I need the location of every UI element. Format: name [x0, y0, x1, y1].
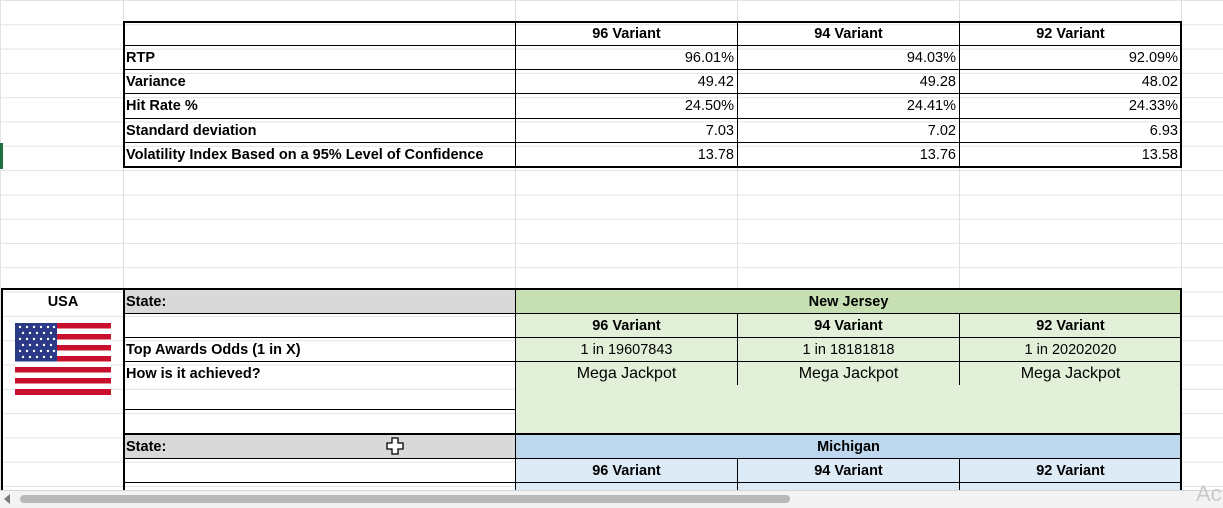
summary-cell[interactable]: 48.02 [1141, 74, 1178, 90]
table-border [123, 313, 1182, 314]
spreadsheet-grid[interactable]: 96 Variant 94 Variant 92 Variant RTP 96.… [0, 0, 1223, 490]
mi-col-header-94[interactable]: 94 Variant [814, 463, 883, 479]
state-label-fill [124, 435, 515, 459]
state-name-new-jersey[interactable]: New Jersey [808, 294, 889, 310]
odds-cell[interactable]: 1 in 18181818 [802, 342, 895, 358]
summary-cell[interactable]: 49.42 [697, 74, 734, 90]
table-border [123, 142, 1182, 143]
table-border [123, 337, 1182, 338]
nj-col-header-92[interactable]: 92 Variant [1036, 318, 1105, 334]
summary-cell[interactable]: 13.76 [919, 147, 956, 163]
summary-cell[interactable]: 7.02 [927, 123, 956, 139]
table-border [737, 21, 738, 168]
summary-row-label-rtp[interactable]: RTP [126, 50, 155, 66]
summary-cell[interactable]: 13.58 [1141, 147, 1178, 163]
state-body-fill [516, 314, 1181, 434]
country-label[interactable]: USA [47, 294, 79, 310]
summary-col-header-96[interactable]: 96 Variant [592, 26, 661, 42]
table-border [515, 288, 516, 490]
mi-col-header-92[interactable]: 92 Variant [1036, 463, 1105, 479]
summary-cell[interactable]: 92.09% [1128, 50, 1178, 66]
us-flag-icon [15, 323, 111, 395]
how-achieved-cell[interactable]: Mega Jackpot [576, 365, 677, 382]
table-border [515, 21, 516, 168]
table-border [123, 433, 1182, 435]
how-achieved-label[interactable]: How is it achieved? [126, 366, 261, 382]
table-border [1180, 288, 1182, 490]
scroll-left-arrow-icon[interactable] [4, 494, 10, 504]
table-border [123, 482, 1182, 483]
table-border [123, 458, 1182, 459]
state-label[interactable]: State: [126, 439, 167, 455]
summary-row-label-volatility[interactable]: Volatility Index Based on a 95% Level of… [126, 147, 484, 163]
horizontal-scrollbar[interactable] [0, 490, 1223, 508]
table-border [123, 69, 1182, 70]
summary-row-label-variance[interactable]: Variance [126, 74, 186, 90]
table-border [737, 313, 738, 385]
table-border [123, 409, 515, 410]
table-border [1, 288, 1182, 290]
summary-cell[interactable]: 96.01% [684, 50, 734, 66]
table-border [737, 458, 738, 490]
state-header-fill [516, 290, 1181, 314]
table-border [1180, 21, 1182, 168]
summary-col-header-92[interactable]: 92 Variant [1036, 26, 1105, 42]
table-border [123, 288, 125, 490]
table-border [123, 118, 1182, 119]
table-border [123, 21, 1182, 23]
table-border [959, 313, 960, 385]
activation-watermark: Ac [1196, 481, 1222, 506]
table-border [123, 361, 1182, 362]
table-border [959, 21, 960, 168]
summary-cell[interactable]: 49.28 [919, 74, 956, 90]
odds-cell[interactable]: 1 in 19607843 [580, 342, 673, 358]
state-body-fill [516, 459, 1181, 490]
summary-col-header-94[interactable]: 94 Variant [814, 26, 883, 42]
active-row-marker [0, 143, 3, 169]
summary-cell[interactable]: 24.33% [1128, 98, 1178, 114]
table-border [123, 93, 1182, 94]
summary-cell[interactable]: 7.03 [705, 123, 734, 139]
summary-row-label-std-dev[interactable]: Standard deviation [126, 123, 257, 139]
state-label[interactable]: State: [126, 294, 167, 310]
summary-cell[interactable]: 24.50% [684, 98, 734, 114]
table-border [123, 45, 1182, 46]
summary-row-label-hit-rate[interactable]: Hit Rate % [126, 98, 198, 114]
odds-cell[interactable]: 1 in 20202020 [1024, 342, 1117, 358]
state-header-fill [516, 435, 1181, 459]
state-label-fill [124, 290, 515, 314]
table-border [959, 458, 960, 490]
state-name-michigan[interactable]: Michigan [817, 439, 880, 455]
odds-label[interactable]: Top Awards Odds (1 in X) [126, 342, 301, 358]
summary-cell[interactable]: 6.93 [1149, 123, 1178, 139]
nj-col-header-94[interactable]: 94 Variant [814, 318, 883, 334]
cell-select-cursor-icon [386, 437, 404, 455]
scrollbar-thumb[interactable] [20, 495, 790, 503]
how-achieved-cell[interactable]: Mega Jackpot [798, 365, 899, 382]
how-achieved-cell[interactable]: Mega Jackpot [1020, 365, 1121, 382]
summary-cell[interactable]: 94.03% [906, 50, 956, 66]
table-border [123, 21, 125, 168]
nj-col-header-96[interactable]: 96 Variant [592, 318, 661, 334]
summary-cell[interactable]: 13.78 [697, 147, 734, 163]
summary-cell[interactable]: 24.41% [906, 98, 956, 114]
mi-col-header-96[interactable]: 96 Variant [592, 463, 661, 479]
table-border [123, 166, 1182, 168]
table-border [1, 288, 3, 490]
